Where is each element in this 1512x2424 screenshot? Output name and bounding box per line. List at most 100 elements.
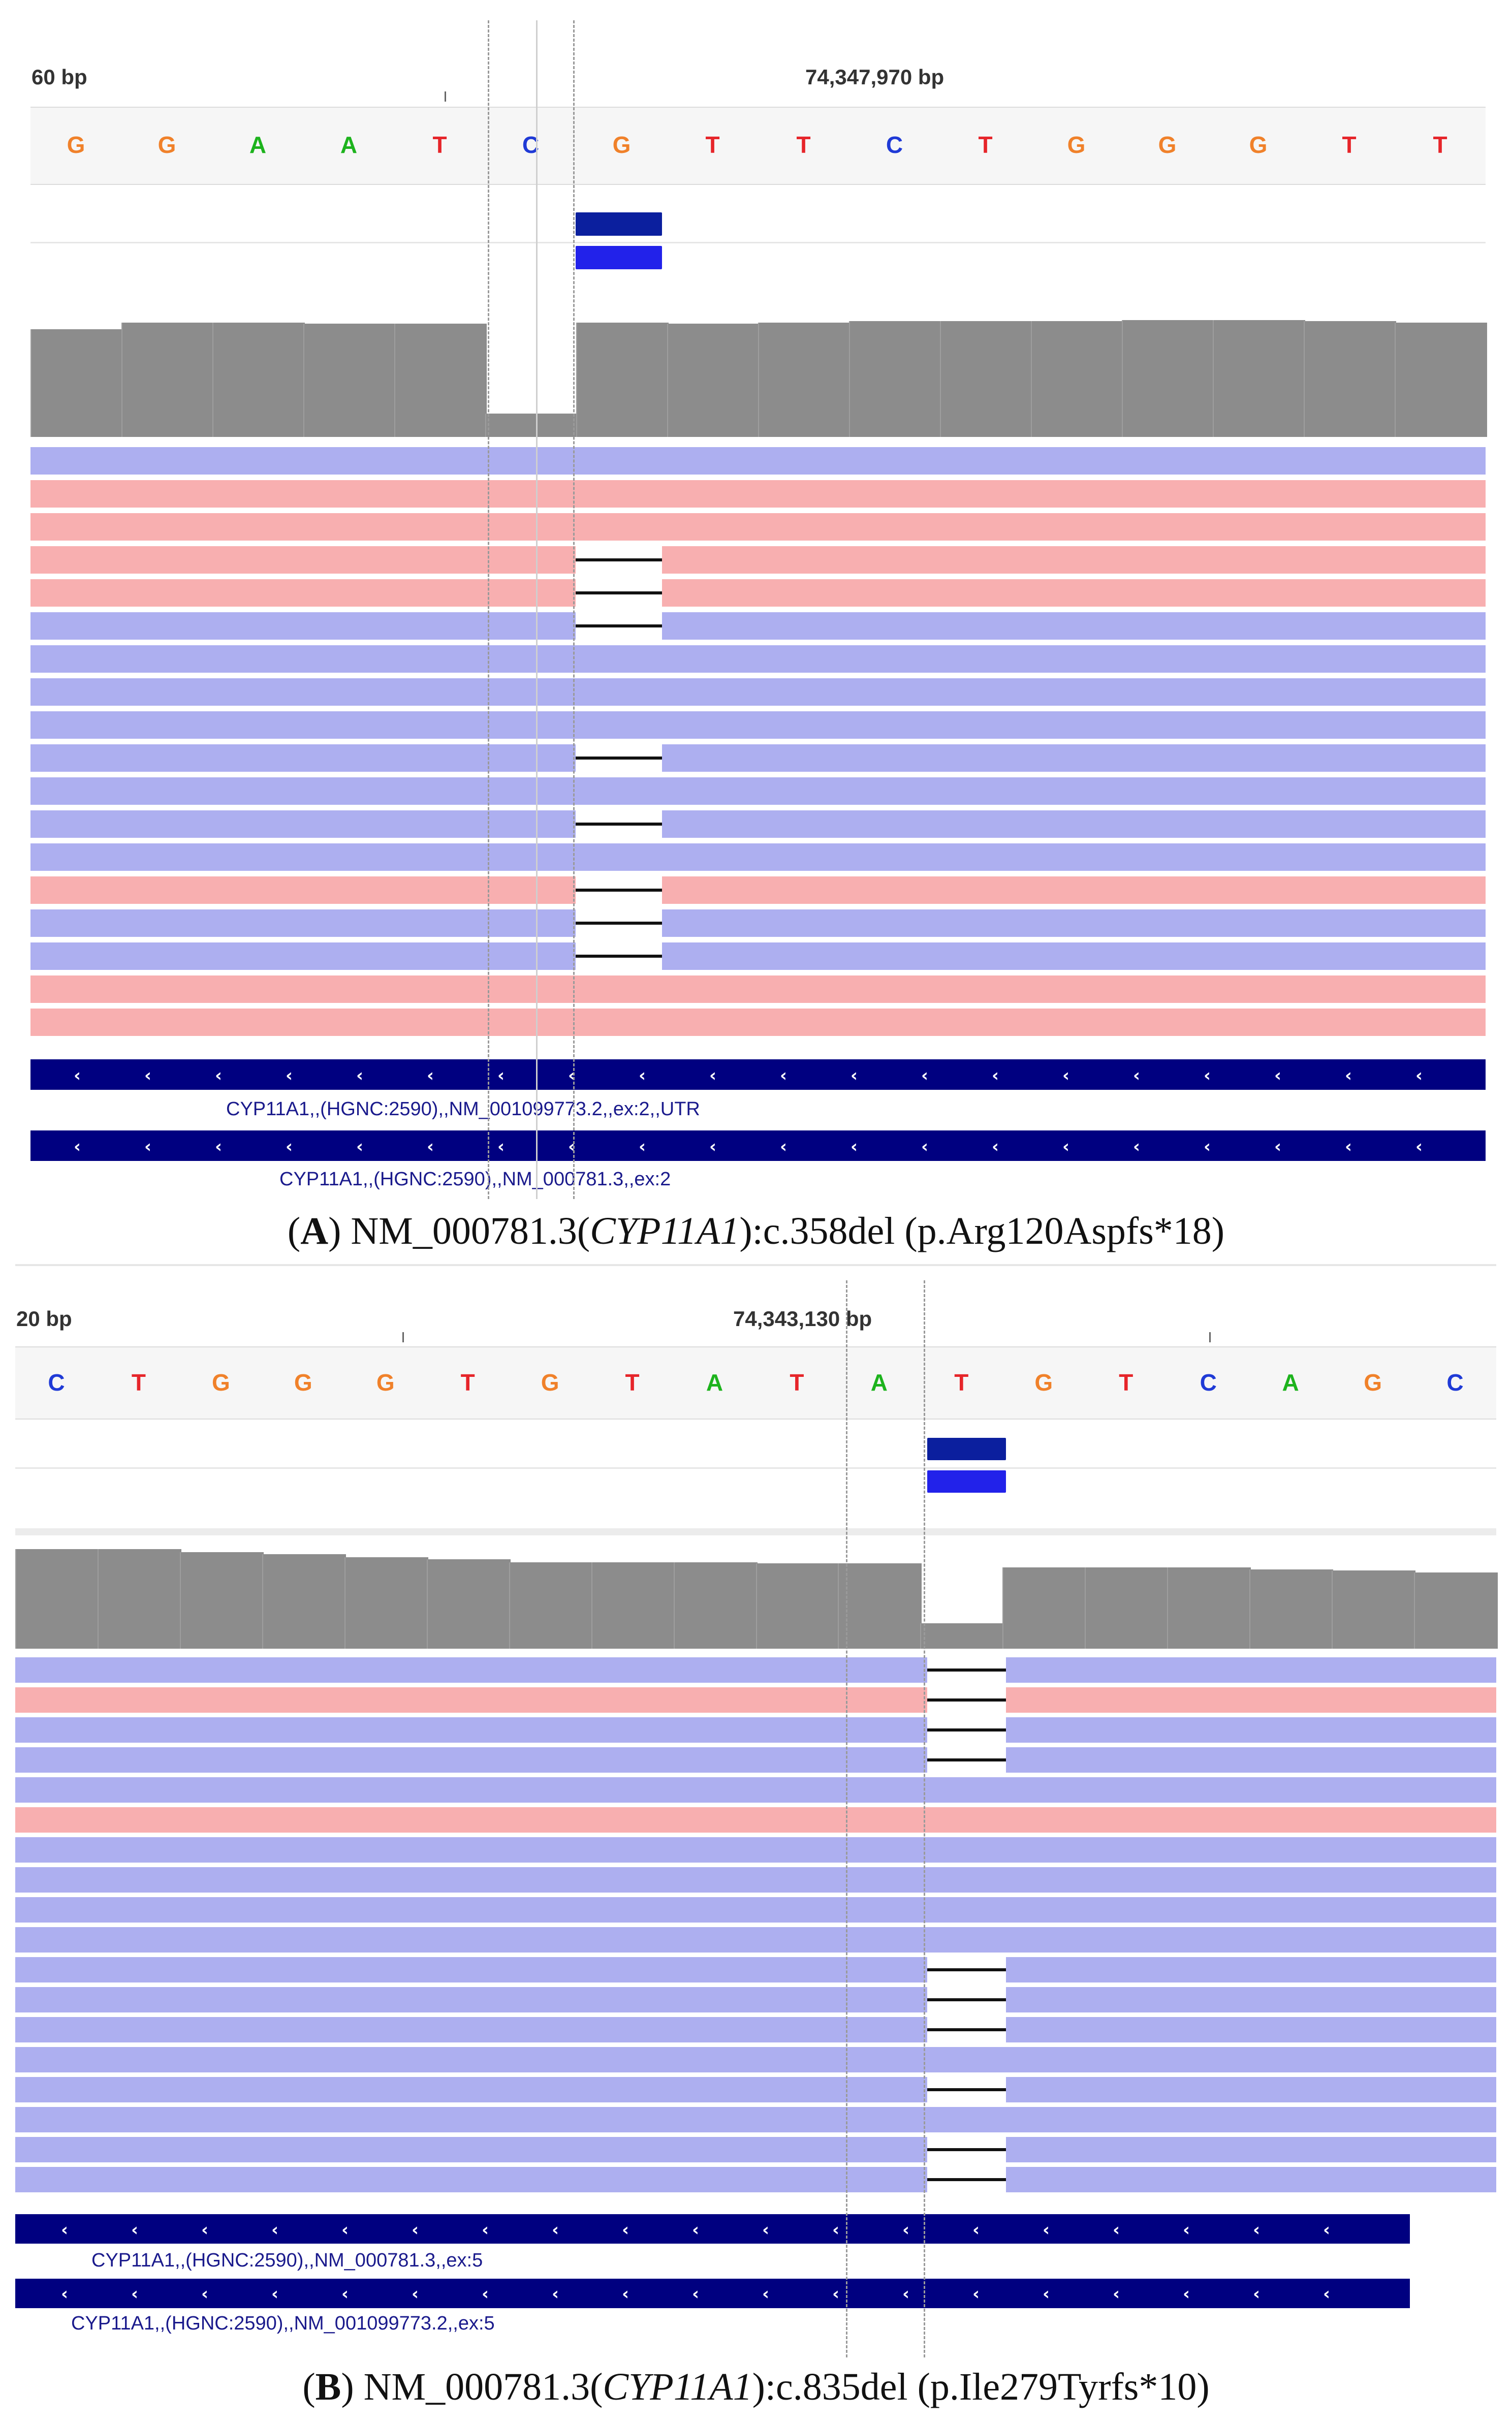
read-segment[interactable] bbox=[662, 810, 1486, 838]
deletion-marker[interactable] bbox=[927, 2148, 1006, 2151]
read-segment[interactable] bbox=[662, 744, 1486, 772]
read-segment[interactable] bbox=[662, 909, 1486, 937]
coverage-bar[interactable] bbox=[1122, 320, 1214, 437]
read-segment[interactable] bbox=[30, 942, 576, 970]
read[interactable] bbox=[30, 777, 1486, 805]
read-segment[interactable] bbox=[15, 1657, 927, 1683]
coverage-bar[interactable] bbox=[1249, 1569, 1334, 1649]
read[interactable] bbox=[15, 1837, 1496, 1863]
read[interactable] bbox=[30, 447, 1486, 475]
read-segment[interactable] bbox=[15, 2167, 927, 2192]
coverage-bar[interactable] bbox=[920, 1623, 1004, 1649]
deletion-marker[interactable] bbox=[576, 955, 662, 958]
read-segment[interactable] bbox=[1006, 1957, 1496, 1982]
coverage-bar[interactable] bbox=[344, 1557, 428, 1649]
read-segment[interactable] bbox=[15, 2017, 927, 2042]
read-segment[interactable] bbox=[662, 876, 1486, 904]
coverage-bar[interactable] bbox=[303, 324, 396, 437]
deletion-marker[interactable] bbox=[576, 624, 662, 627]
coverage-bar[interactable] bbox=[30, 329, 123, 437]
read-segment[interactable] bbox=[1006, 1747, 1496, 1773]
deletion-marker[interactable] bbox=[576, 922, 662, 925]
read-segment[interactable] bbox=[30, 612, 576, 640]
read-segment[interactable] bbox=[15, 1717, 927, 1743]
deletion-marker[interactable] bbox=[927, 1968, 1006, 1971]
read-segment[interactable] bbox=[15, 1987, 927, 2012]
deletion-marker[interactable] bbox=[576, 889, 662, 892]
coverage-bar[interactable] bbox=[394, 324, 487, 437]
coverage-bar[interactable] bbox=[1414, 1572, 1498, 1649]
gene-track-exon[interactable] bbox=[15, 2214, 1410, 2244]
coverage-bar[interactable] bbox=[121, 323, 214, 437]
gene-track-utr[interactable] bbox=[15, 2279, 1410, 2308]
variant-feature-dark[interactable] bbox=[576, 212, 662, 236]
read-segment[interactable] bbox=[30, 810, 576, 838]
read-segment[interactable] bbox=[30, 744, 576, 772]
coverage-bar[interactable] bbox=[426, 1559, 511, 1649]
deletion-marker[interactable] bbox=[576, 591, 662, 594]
coverage-bar[interactable] bbox=[1304, 321, 1396, 437]
read-segment[interactable] bbox=[1006, 1717, 1496, 1743]
read[interactable] bbox=[30, 480, 1486, 508]
deletion-marker[interactable] bbox=[927, 2028, 1006, 2031]
deletion-marker[interactable] bbox=[576, 823, 662, 826]
read-segment[interactable] bbox=[1006, 2137, 1496, 2162]
coverage-bar[interactable] bbox=[838, 1563, 922, 1649]
coverage-bar[interactable] bbox=[940, 321, 1032, 437]
read[interactable] bbox=[15, 1927, 1496, 1953]
read-segment[interactable] bbox=[662, 546, 1486, 574]
coverage-bar[interactable] bbox=[758, 323, 850, 437]
deletion-marker[interactable] bbox=[927, 1698, 1006, 1702]
gene-track-utr[interactable] bbox=[30, 1059, 1486, 1090]
coverage-bar[interactable] bbox=[667, 324, 760, 437]
read-segment[interactable] bbox=[662, 612, 1486, 640]
deletion-marker[interactable] bbox=[927, 1758, 1006, 1761]
coverage-bar[interactable] bbox=[1002, 1567, 1087, 1649]
variant-feature-light[interactable] bbox=[576, 246, 662, 269]
coverage-bar[interactable] bbox=[97, 1549, 181, 1649]
coverage-bar[interactable] bbox=[509, 1562, 593, 1649]
coverage-bar[interactable] bbox=[673, 1562, 758, 1649]
read[interactable] bbox=[30, 645, 1486, 673]
read-segment[interactable] bbox=[1006, 2167, 1496, 2192]
coverage-bar[interactable] bbox=[576, 323, 669, 437]
read[interactable] bbox=[30, 513, 1486, 541]
coverage-bar[interactable] bbox=[1395, 323, 1487, 437]
read[interactable] bbox=[30, 678, 1486, 706]
coverage-bar[interactable] bbox=[1031, 321, 1123, 437]
read[interactable] bbox=[30, 843, 1486, 871]
deletion-marker[interactable] bbox=[576, 757, 662, 760]
variant-feature-light[interactable] bbox=[927, 1470, 1006, 1493]
read[interactable] bbox=[15, 2047, 1496, 2072]
read[interactable] bbox=[30, 711, 1486, 739]
gene-track-exon[interactable] bbox=[30, 1130, 1486, 1161]
coverage-bar[interactable] bbox=[1167, 1567, 1251, 1649]
deletion-marker[interactable] bbox=[927, 1998, 1006, 2001]
read[interactable] bbox=[15, 1777, 1496, 1803]
read[interactable] bbox=[15, 2107, 1496, 2132]
coverage-bar[interactable] bbox=[1332, 1570, 1416, 1649]
deletion-marker[interactable] bbox=[576, 558, 662, 561]
read-segment[interactable] bbox=[1006, 1687, 1496, 1713]
read-segment[interactable] bbox=[1006, 2077, 1496, 2102]
read-segment[interactable] bbox=[1006, 2017, 1496, 2042]
read-segment[interactable] bbox=[15, 2137, 927, 2162]
deletion-marker[interactable] bbox=[927, 2178, 1006, 2181]
read-segment[interactable] bbox=[15, 2077, 927, 2102]
read[interactable] bbox=[15, 1897, 1496, 1923]
coverage-bar[interactable] bbox=[1213, 320, 1305, 437]
read[interactable] bbox=[30, 975, 1486, 1003]
read-segment[interactable] bbox=[1006, 1987, 1496, 2012]
read-segment[interactable] bbox=[30, 579, 576, 607]
read-segment[interactable] bbox=[30, 909, 576, 937]
read-segment[interactable] bbox=[30, 546, 576, 574]
read[interactable] bbox=[15, 1807, 1496, 1833]
coverage-bar[interactable] bbox=[591, 1562, 675, 1649]
variant-feature-dark[interactable] bbox=[927, 1438, 1006, 1460]
read-segment[interactable] bbox=[662, 579, 1486, 607]
coverage-bar[interactable] bbox=[179, 1552, 264, 1649]
deletion-marker[interactable] bbox=[927, 1728, 1006, 1732]
deletion-marker[interactable] bbox=[927, 2088, 1006, 2091]
read-segment[interactable] bbox=[662, 942, 1486, 970]
coverage-bar[interactable] bbox=[262, 1554, 346, 1649]
